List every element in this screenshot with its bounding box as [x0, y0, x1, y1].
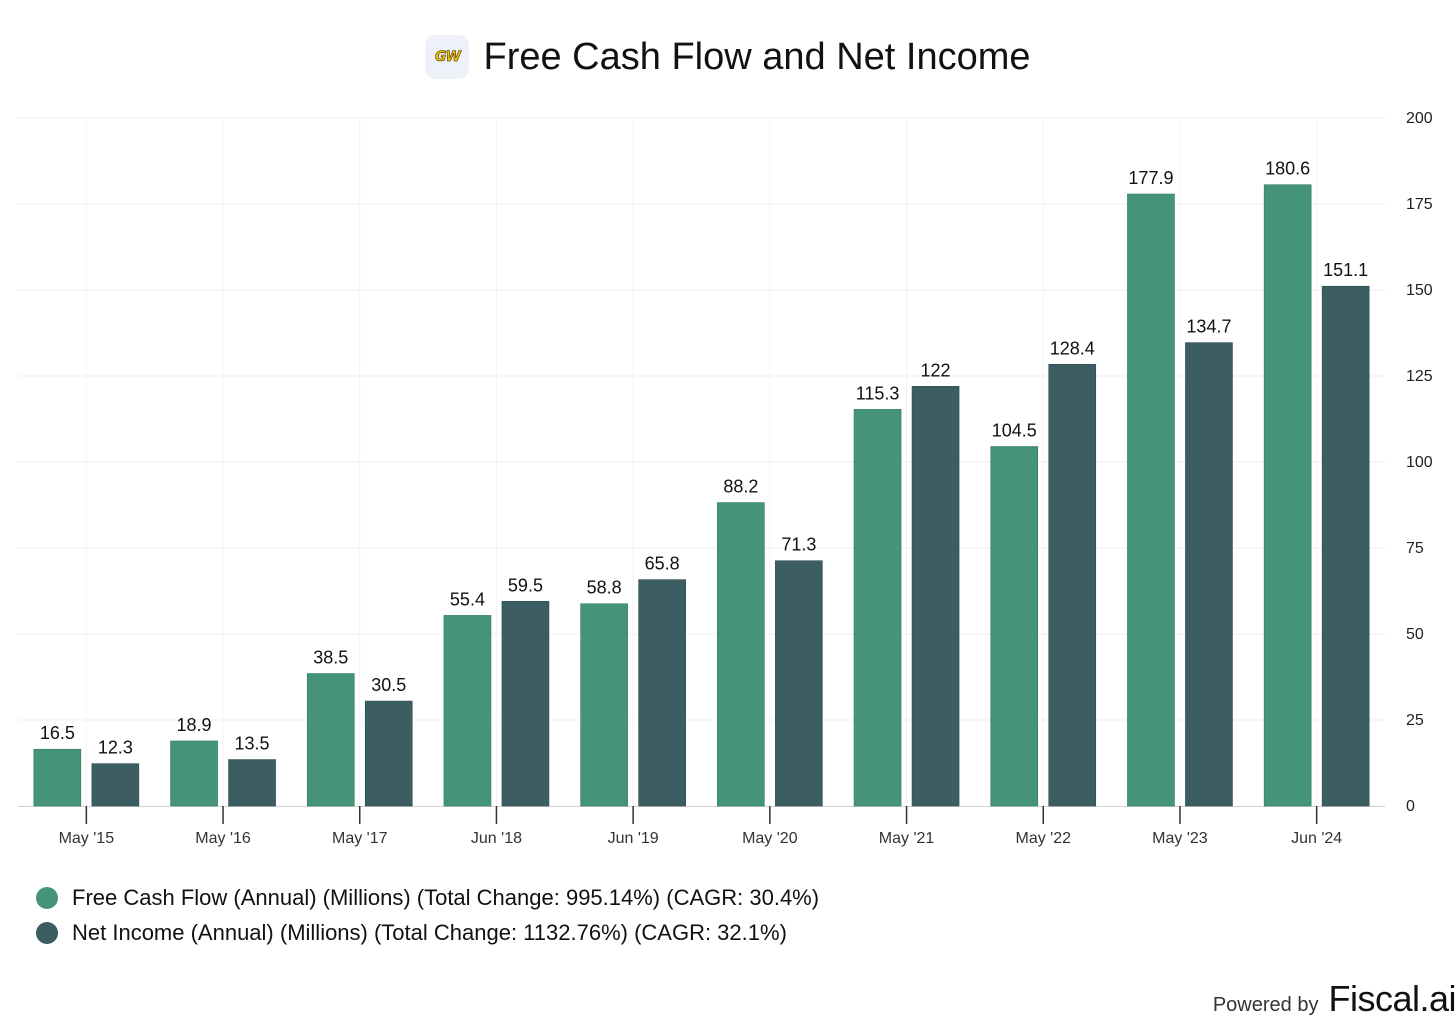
- legend-label-net-income: Net Income (Annual) (Millions) (Total Ch…: [72, 919, 787, 945]
- data-label-net-income: 59.5: [508, 575, 543, 595]
- y-tick-label: 100: [1406, 454, 1433, 471]
- bar-free-cash-flow: [580, 603, 628, 807]
- legend-label-fcf: Free Cash Flow (Annual) (Millions) (Tota…: [72, 884, 820, 910]
- chart-title: Free Cash Flow and Net Income: [483, 35, 1031, 78]
- y-tick-label: 25: [1406, 712, 1424, 729]
- data-label-net-income: 122: [921, 360, 951, 380]
- data-label-net-income: 128.4: [1050, 338, 1095, 358]
- bar-net-income: [228, 759, 276, 807]
- data-label-net-income: 13.5: [235, 734, 270, 754]
- bar-free-cash-flow: [1263, 184, 1312, 807]
- x-tick-label: May '16: [195, 830, 251, 847]
- bar-net-income: [1048, 364, 1097, 807]
- x-tick-label: May '21: [879, 830, 935, 847]
- data-label-net-income: 71.3: [781, 535, 816, 555]
- data-label-net-income: 30.5: [371, 675, 406, 695]
- legend-item-net-income[interactable]: Net Income (Annual) (Millions) (Total Ch…: [36, 915, 819, 950]
- y-tick-label: 50: [1406, 626, 1424, 643]
- legend-dot-fcf: [36, 886, 58, 909]
- data-label-free-cash-flow: 58.8: [587, 578, 622, 598]
- chart-header: GW Free Cash Flow and Net Income: [0, 30, 1456, 84]
- bar-net-income: [911, 386, 960, 807]
- data-label-net-income: 12.3: [98, 738, 133, 758]
- legend-item-fcf[interactable]: Free Cash Flow (Annual) (Millions) (Tota…: [36, 880, 819, 915]
- bar-net-income: [91, 763, 140, 807]
- bar-free-cash-flow: [853, 409, 902, 807]
- data-label-net-income: 151.1: [1323, 260, 1368, 280]
- y-tick-label: 175: [1406, 196, 1433, 213]
- x-tick-label: May '23: [1152, 830, 1208, 847]
- brand-logo-text: Fiscal.ai: [1328, 978, 1456, 1019]
- data-label-net-income: 65.8: [645, 554, 680, 574]
- legend-dot-net-income: [36, 921, 58, 944]
- data-label-free-cash-flow: 16.5: [40, 723, 75, 743]
- bar-chart: 0 25 50 75 100 125 150 175 200 16.5 12.3 May '15 18.…: [18, 110, 1433, 847]
- powered-by[interactable]: Powered by Fiscal.ai: [1213, 978, 1456, 1020]
- bar-net-income: [501, 601, 550, 807]
- y-tick-label: 125: [1406, 368, 1433, 385]
- data-label-free-cash-flow: 88.2: [723, 477, 758, 497]
- data-label-free-cash-flow: 115.3: [856, 383, 900, 403]
- data-label-free-cash-flow: 177.9: [1128, 168, 1173, 188]
- data-label-free-cash-flow: 18.9: [177, 715, 212, 735]
- x-tick-label: Jun '24: [1291, 830, 1342, 847]
- company-logo-icon: GW: [425, 35, 470, 79]
- bar-free-cash-flow: [33, 748, 82, 807]
- x-tick-label: Jun '19: [608, 830, 659, 847]
- x-tick-label: May '17: [332, 830, 388, 847]
- company-logo-text: GW: [435, 49, 462, 66]
- bar-free-cash-flow: [1127, 193, 1175, 807]
- data-label-free-cash-flow: 180.6: [1265, 159, 1310, 179]
- y-tick-label: 200: [1406, 110, 1433, 127]
- bar-free-cash-flow: [306, 673, 355, 807]
- bar-free-cash-flow: [170, 740, 218, 807]
- bar-net-income: [638, 579, 686, 807]
- bar-net-income: [1185, 342, 1233, 807]
- x-tick-label: Jun '18: [471, 830, 522, 847]
- bar-net-income: [775, 560, 823, 807]
- x-tick-label: May '20: [742, 830, 798, 847]
- data-label-free-cash-flow: 104.5: [992, 421, 1037, 441]
- y-tick-label: 0: [1406, 798, 1415, 815]
- bar-net-income: [364, 700, 413, 807]
- bar-free-cash-flow: [990, 446, 1039, 807]
- data-label-free-cash-flow: 55.4: [450, 589, 485, 609]
- y-tick-label: 150: [1406, 282, 1433, 299]
- x-tick-label: May '15: [59, 830, 115, 847]
- bar-net-income: [1321, 285, 1370, 807]
- bar-free-cash-flow: [443, 615, 492, 807]
- powered-by-text: Powered by: [1212, 994, 1319, 1016]
- data-label-net-income: 134.7: [1186, 317, 1231, 337]
- data-label-free-cash-flow: 38.5: [313, 648, 348, 668]
- legend: Free Cash Flow (Annual) (Millions) (Tota…: [36, 880, 819, 950]
- x-tick-label: May '22: [1015, 830, 1071, 847]
- y-tick-label: 75: [1406, 540, 1424, 557]
- bar-free-cash-flow: [717, 502, 765, 807]
